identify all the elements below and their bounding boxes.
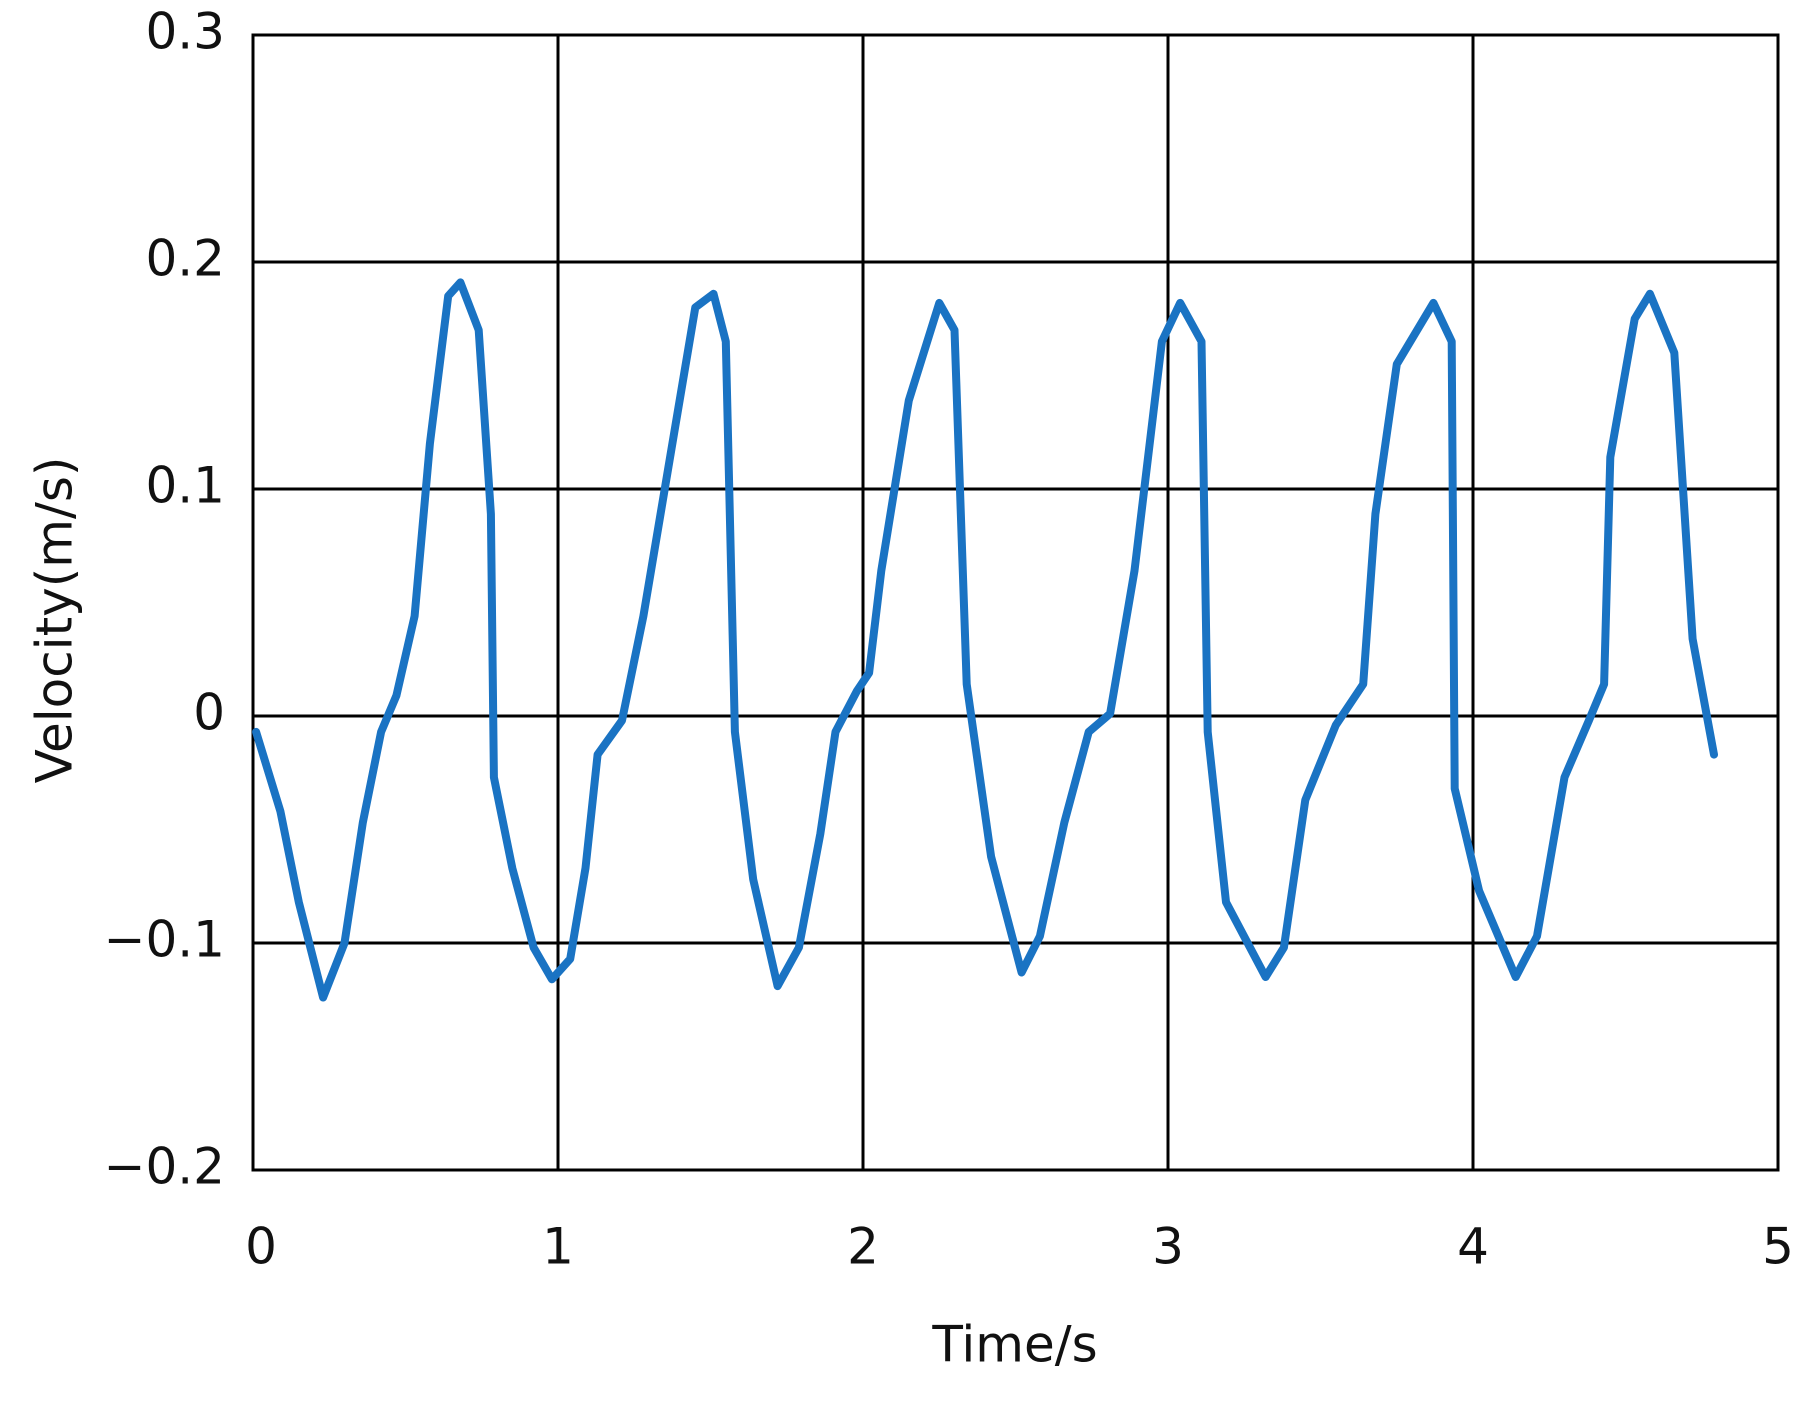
x-axis-title: Time/s xyxy=(931,1316,1097,1374)
x-tick-label: 2 xyxy=(847,1218,879,1276)
plot-frame xyxy=(251,33,1780,1172)
y-tick-label: 0.2 xyxy=(145,230,225,288)
x-tick-label: 5 xyxy=(1762,1218,1794,1276)
y-tick-label: 0.1 xyxy=(145,457,225,515)
x-tick-label: 4 xyxy=(1457,1218,1489,1276)
y-tick-label: −0.1 xyxy=(104,911,225,969)
y-axis-title: Velocity(m/s) xyxy=(26,457,84,784)
y-tick-label: 0.3 xyxy=(145,3,225,61)
y-tick-label: 0 xyxy=(193,684,225,742)
y-tick-label: −0.2 xyxy=(104,1138,225,1196)
x-tick-label: 3 xyxy=(1152,1218,1184,1276)
data-line xyxy=(252,278,1718,1002)
x-tick-label: 0 xyxy=(245,1218,277,1276)
x-tick-label: 1 xyxy=(542,1218,574,1276)
